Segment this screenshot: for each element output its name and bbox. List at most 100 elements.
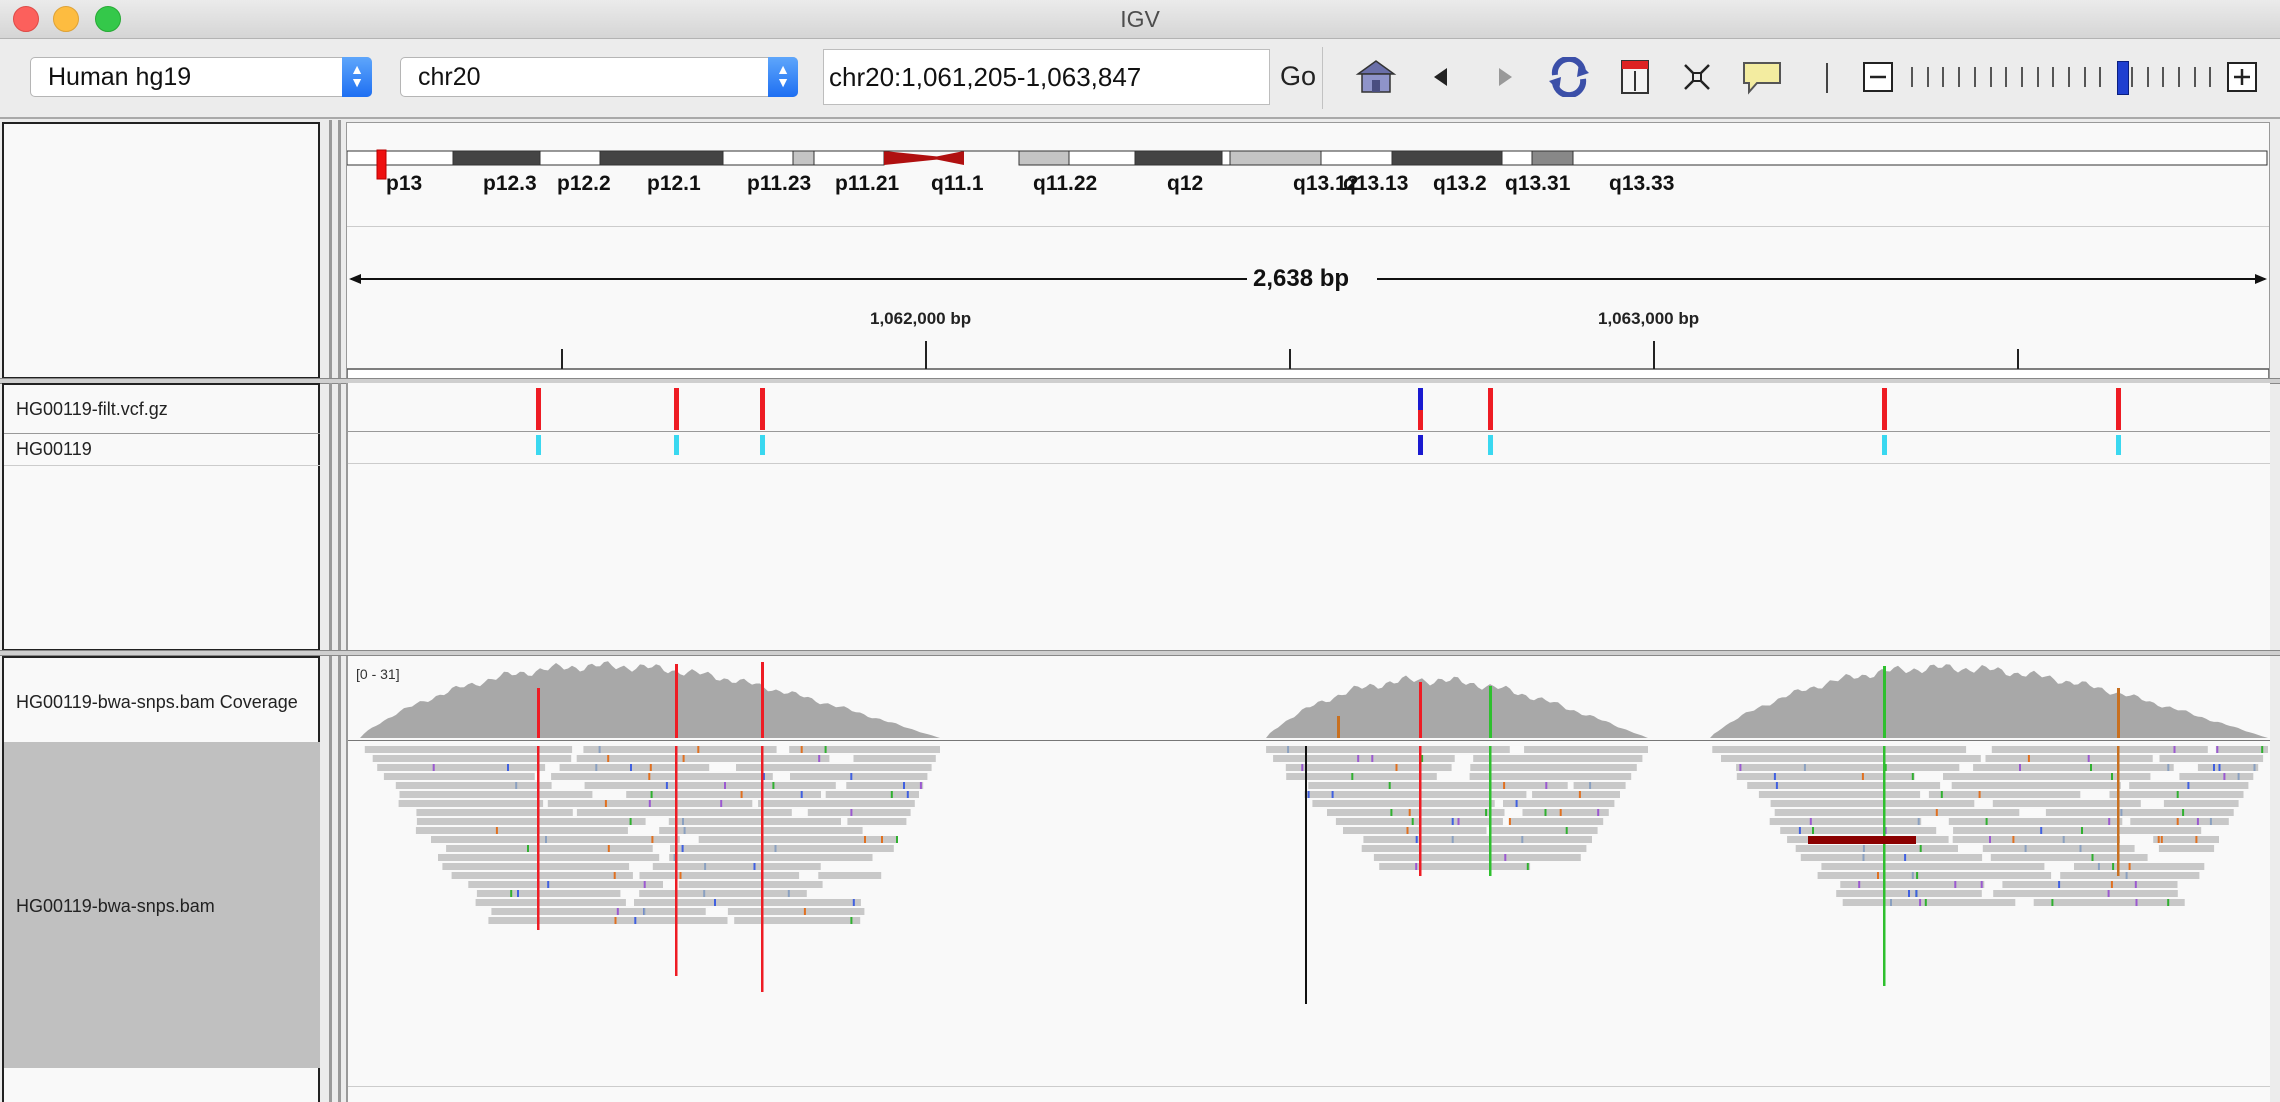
read[interactable] [476, 890, 621, 897]
read[interactable] [789, 746, 940, 753]
read[interactable] [1840, 881, 1985, 888]
read[interactable] [2130, 818, 2229, 825]
read[interactable] [1795, 845, 1958, 852]
genotype-mark[interactable] [1488, 435, 1493, 455]
read[interactable] [818, 872, 882, 879]
read[interactable] [415, 827, 628, 834]
read[interactable] [442, 863, 630, 870]
minimize-window-button[interactable] [53, 6, 79, 32]
chromosome-select[interactable]: chr20 ▲ ▼ [400, 57, 798, 97]
read[interactable] [1285, 764, 1452, 771]
read[interactable] [1304, 791, 1527, 798]
locus-input[interactable]: chr20:1,061,205-1,063,847 [823, 49, 1270, 105]
read[interactable] [364, 746, 573, 753]
read[interactable] [736, 764, 932, 771]
read[interactable] [372, 755, 572, 762]
read[interactable] [1312, 800, 1495, 807]
panel-splitter[interactable] [329, 120, 332, 382]
read[interactable] [853, 755, 936, 762]
read[interactable] [1952, 836, 2120, 843]
read[interactable] [416, 809, 573, 816]
read[interactable] [634, 899, 861, 906]
alignment-track[interactable] [348, 742, 2270, 1082]
read[interactable] [1736, 773, 1915, 780]
read[interactable] [2215, 746, 2268, 753]
read[interactable] [639, 872, 800, 879]
read[interactable] [807, 809, 911, 816]
read[interactable] [727, 908, 865, 915]
read[interactable] [1770, 800, 1975, 807]
read[interactable] [652, 863, 821, 870]
genome-select[interactable]: Human hg19 ▲ ▼ [30, 57, 372, 97]
read[interactable] [1379, 863, 1531, 870]
read[interactable] [1800, 854, 1983, 861]
read[interactable] [1821, 863, 2045, 870]
variant-mark[interactable] [2116, 388, 2121, 430]
track-name-sample[interactable]: HG00119 [16, 439, 92, 459]
read[interactable] [584, 782, 836, 789]
read[interactable] [1982, 845, 2135, 852]
read[interactable] [395, 782, 552, 789]
read[interactable] [734, 917, 861, 924]
read[interactable] [1817, 872, 2052, 879]
read[interactable] [446, 845, 653, 852]
read[interactable] [1774, 809, 2020, 816]
read[interactable] [2060, 872, 2200, 879]
read[interactable] [670, 845, 894, 852]
chromosome-ideogram[interactable] [347, 123, 2269, 213]
read[interactable] [1721, 755, 1981, 762]
read[interactable] [1522, 809, 1609, 816]
read[interactable] [2153, 836, 2219, 843]
close-window-button[interactable] [13, 6, 39, 32]
read[interactable] [1990, 854, 2148, 861]
panel-splitter[interactable] [329, 656, 332, 1102]
panel-splitter[interactable] [329, 383, 332, 653]
read[interactable] [1747, 782, 1941, 789]
read[interactable] [1573, 782, 1626, 789]
read[interactable] [1473, 755, 1643, 762]
read[interactable] [1361, 845, 1587, 852]
read[interactable] [1532, 791, 1620, 798]
read[interactable] [2197, 764, 2259, 771]
read[interactable] [2158, 845, 2215, 852]
resize-to-window-icon[interactable] [1680, 57, 1714, 97]
coverage-track[interactable] [348, 656, 2270, 740]
variant-mark[interactable] [760, 388, 765, 430]
home-icon[interactable] [1352, 57, 1400, 97]
genotype-mark[interactable] [674, 435, 679, 455]
read[interactable] [1736, 764, 1960, 771]
panel-splitter[interactable] [338, 656, 341, 1102]
read[interactable] [825, 791, 919, 798]
read[interactable] [377, 764, 546, 771]
popup-info-icon[interactable] [1740, 57, 1784, 97]
variant-mark[interactable] [674, 388, 679, 430]
track-name-alignment[interactable]: HG00119-bwa-snps.bam [16, 896, 215, 916]
read[interactable] [399, 791, 593, 798]
refresh-icon[interactable] [1546, 57, 1592, 97]
read[interactable] [1266, 746, 1510, 753]
back-icon[interactable] [1428, 57, 1454, 97]
read[interactable] [1343, 827, 1487, 834]
read[interactable] [1780, 827, 1937, 834]
read[interactable] [847, 818, 907, 825]
read[interactable] [491, 908, 706, 915]
track-name-vcf[interactable]: HG00119-filt.vcf.gz [16, 399, 168, 419]
read[interactable] [639, 890, 807, 897]
read[interactable] [551, 773, 773, 780]
read[interactable] [1992, 800, 2141, 807]
zoom-in-icon[interactable] [2226, 57, 2258, 97]
read[interactable] [1928, 791, 2081, 798]
read[interactable] [1308, 782, 1568, 789]
read[interactable] [576, 809, 792, 816]
read[interactable] [1469, 773, 1632, 780]
read[interactable] [1712, 746, 1967, 753]
read[interactable] [1490, 827, 1598, 834]
read[interactable] [398, 800, 544, 807]
read[interactable] [1327, 809, 1505, 816]
forward-icon[interactable] [1492, 57, 1518, 97]
zoom-slider-thumb[interactable] [2117, 61, 2129, 95]
panel-splitter[interactable] [338, 383, 341, 653]
read[interactable] [475, 899, 626, 906]
read[interactable] [1758, 791, 1921, 798]
read[interactable] [1985, 755, 2153, 762]
